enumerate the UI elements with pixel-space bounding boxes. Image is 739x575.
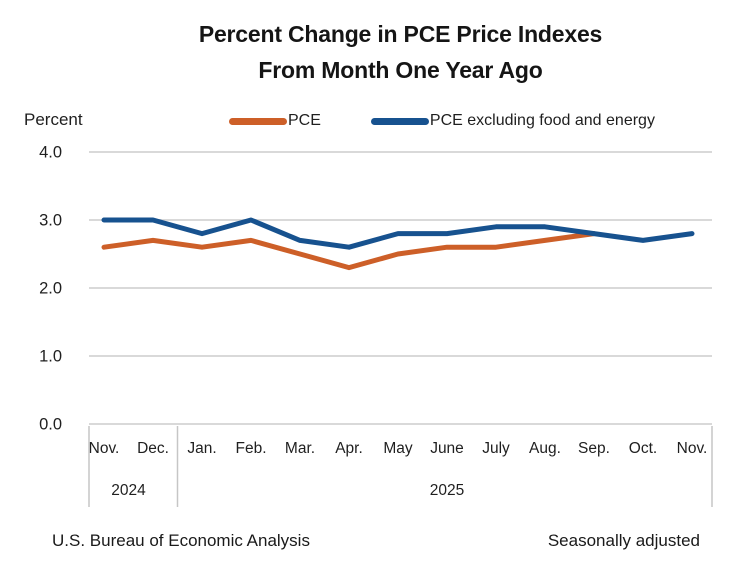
month-label: Apr.	[335, 440, 363, 457]
chart-title-line-1: Percent Change in PCE Price Indexes	[198, 21, 603, 47]
month-label: Feb.	[235, 440, 266, 457]
pce-legend-label: PCE	[288, 112, 321, 129]
year-label: 2025	[430, 482, 464, 499]
month-label: Mar.	[285, 440, 315, 457]
month-label: Sep.	[578, 440, 610, 457]
y-axis-unit-label: Percent	[24, 110, 83, 129]
y-tick-label: 4.0	[39, 144, 62, 162]
month-label: Dec.	[137, 440, 169, 457]
pce-legend-line-icon	[229, 117, 287, 125]
month-label: Jan.	[187, 440, 216, 457]
source-note: U.S. Bureau of Economic Analysis	[52, 531, 310, 550]
pce-series-line	[101, 231, 597, 271]
month-label: Aug.	[529, 440, 561, 457]
year-label: 2024	[111, 482, 146, 499]
month-label: June	[430, 440, 464, 457]
chart-legend: PCE PCE excluding food and energy	[229, 112, 655, 130]
y-tick-label: 2.0	[39, 280, 62, 298]
month-label: July	[482, 440, 510, 457]
core-pce-series-line	[101, 217, 695, 250]
month-label: Nov.	[89, 440, 120, 457]
core-pce-legend-line-icon	[370, 117, 429, 125]
month-label: Nov.	[677, 440, 708, 457]
adjustment-note: Seasonally adjusted	[547, 531, 700, 550]
core-pce-legend-label: PCE excluding food and energy	[429, 112, 655, 129]
chart-title-line-2: From Month One Year Ago	[258, 57, 543, 83]
month-label: Oct.	[629, 440, 657, 457]
y-tick-label: 1.0	[39, 348, 62, 366]
month-label: May	[383, 440, 413, 457]
chart-title: Percent Change in PCE Price Indexes From…	[89, 16, 712, 88]
y-tick-label: 3.0	[39, 212, 62, 230]
y-tick-label: 0.0	[39, 416, 62, 434]
